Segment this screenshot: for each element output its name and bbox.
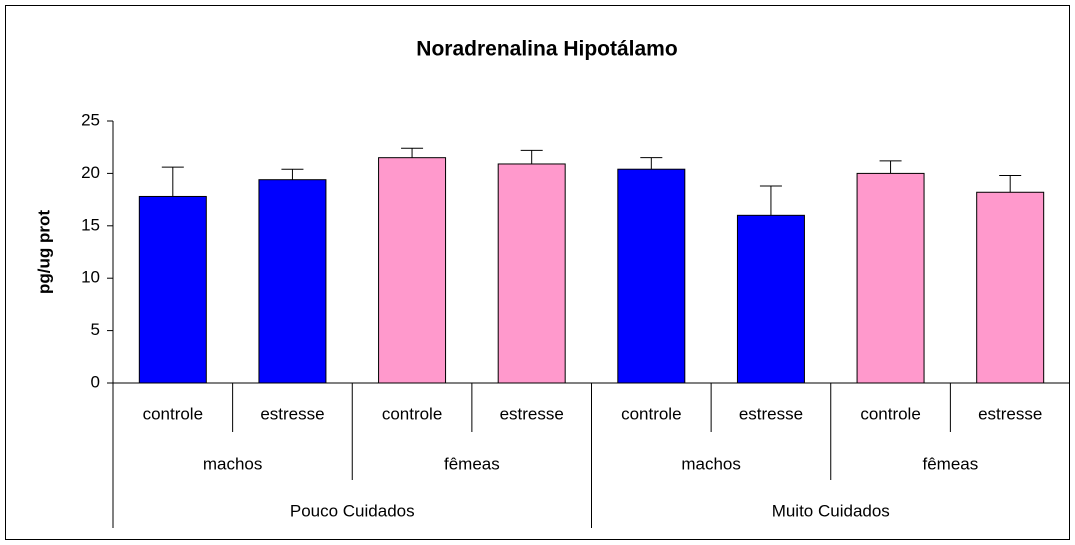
x-tick-label: estresse — [260, 404, 324, 423]
x-tick-label: controle — [860, 404, 920, 423]
y-tick-label: 0 — [91, 372, 100, 391]
x-tick-label: estresse — [739, 404, 803, 423]
bar — [138, 195, 207, 384]
y-tick-label: 15 — [81, 215, 100, 234]
bar — [258, 179, 327, 384]
y-axis-label: pg/ug prot — [34, 210, 53, 294]
group-label: machos — [681, 454, 741, 473]
x-tick-label: controle — [382, 404, 442, 423]
group-label: fêmeas — [444, 454, 500, 473]
group-label: machos — [203, 454, 263, 473]
bar — [617, 168, 686, 384]
bar — [736, 214, 805, 384]
y-tick-label: 25 — [81, 110, 100, 129]
x-tick-label: estresse — [978, 404, 1042, 423]
bar — [976, 191, 1045, 384]
y-tick-label: 5 — [91, 320, 100, 339]
supergroup-label: Pouco Cuidados — [290, 501, 415, 520]
bar — [497, 163, 566, 384]
bar — [378, 157, 447, 384]
x-tick-label: controle — [143, 404, 203, 423]
bar — [856, 172, 925, 384]
y-tick-label: 20 — [81, 163, 100, 182]
group-label: fêmeas — [923, 454, 979, 473]
chart-title: Noradrenalina Hipotálamo — [416, 38, 677, 61]
x-tick-label: estresse — [500, 404, 564, 423]
supergroup-label: Muito Cuidados — [772, 501, 890, 520]
y-tick-label: 10 — [81, 268, 100, 287]
x-tick-label: controle — [621, 404, 681, 423]
